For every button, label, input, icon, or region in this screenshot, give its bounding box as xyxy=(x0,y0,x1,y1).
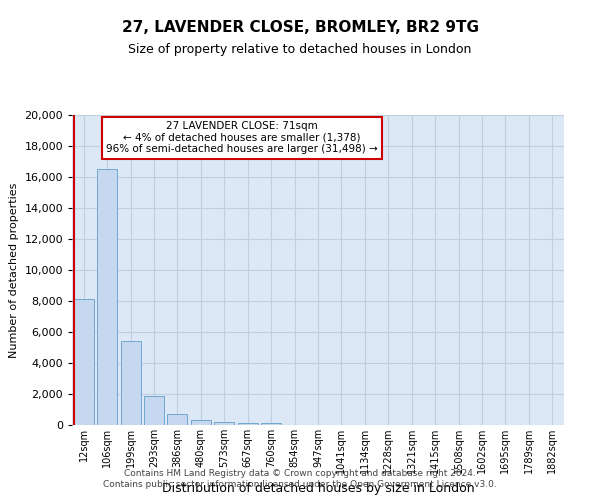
Bar xyxy=(214,422,234,425)
Text: 27 LAVENDER CLOSE: 71sqm
← 4% of detached houses are smaller (1,378)
96% of semi: 27 LAVENDER CLOSE: 71sqm ← 4% of detache… xyxy=(106,121,377,154)
Bar xyxy=(167,414,187,425)
Bar xyxy=(121,342,140,425)
Bar xyxy=(97,169,117,425)
Y-axis label: Number of detached properties: Number of detached properties xyxy=(9,182,19,358)
Text: Size of property relative to detached houses in London: Size of property relative to detached ho… xyxy=(128,42,472,56)
Bar xyxy=(261,423,281,425)
Text: Contains public sector information licensed under the Open Government Licence v3: Contains public sector information licen… xyxy=(103,480,497,489)
Bar xyxy=(74,300,94,425)
X-axis label: Distribution of detached houses by size in London: Distribution of detached houses by size … xyxy=(161,482,475,494)
Bar xyxy=(144,396,164,425)
Bar xyxy=(191,420,211,425)
Text: 27, LAVENDER CLOSE, BROMLEY, BR2 9TG: 27, LAVENDER CLOSE, BROMLEY, BR2 9TG xyxy=(121,20,479,35)
Bar xyxy=(238,422,257,425)
Text: Contains HM Land Registry data © Crown copyright and database right 2024.: Contains HM Land Registry data © Crown c… xyxy=(124,468,476,477)
